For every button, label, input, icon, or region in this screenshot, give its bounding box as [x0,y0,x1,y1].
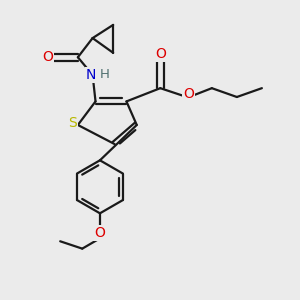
Text: O: O [183,87,194,101]
Text: O: O [42,50,53,64]
Text: O: O [94,226,105,240]
Text: S: S [68,116,77,130]
Text: N: N [86,68,96,82]
Text: H: H [100,68,110,81]
Text: O: O [155,47,166,61]
